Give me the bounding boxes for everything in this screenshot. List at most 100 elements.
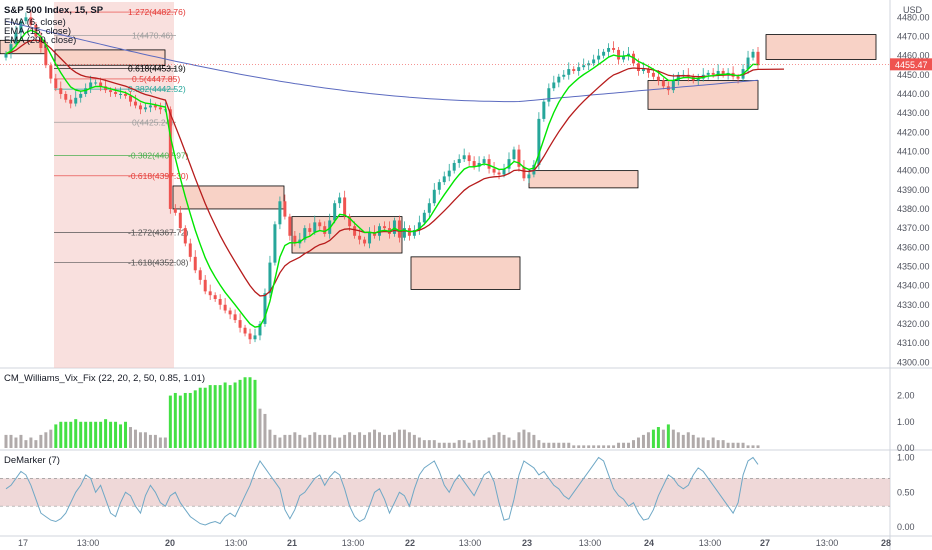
candle-body: [577, 67, 581, 71]
candle-body: [213, 295, 217, 300]
candle-body: [736, 76, 740, 79]
vix-fix-bar: [447, 442, 451, 448]
candle-body: [148, 105, 152, 108]
vix-fix-bar: [666, 424, 670, 448]
time-tick-label: 28: [881, 538, 891, 548]
candle-body: [14, 32, 18, 45]
candle-body: [437, 182, 441, 190]
vix-fix-bar: [731, 442, 735, 448]
vix-fix-bar: [432, 440, 436, 448]
candle-body: [756, 51, 760, 66]
vix-fix-bar: [173, 392, 177, 448]
vix-fix-bar: [19, 434, 23, 448]
vix-fix-bar: [69, 421, 73, 448]
vix-fix-bar: [74, 419, 78, 448]
vix-fix-bar: [756, 445, 760, 448]
candle-body: [562, 74, 566, 77]
vix-fix-bar: [512, 440, 516, 448]
vix-fix-bar: [338, 437, 342, 448]
vix-fix-bar: [119, 424, 123, 448]
price-tick-label: 4470.00: [897, 31, 930, 41]
zone-box: [172, 185, 285, 210]
candle-body: [452, 162, 456, 171]
vix-fix-bar: [333, 437, 337, 448]
price-tick-label: 4390.00: [897, 185, 930, 195]
candle-body: [382, 226, 386, 229]
vix-fix-bar: [44, 432, 48, 448]
candle-body: [622, 55, 626, 60]
candle-body: [746, 57, 750, 70]
vix-fix-bar: [651, 429, 655, 448]
vix-fix-bar: [746, 445, 750, 448]
candle-body: [24, 17, 28, 22]
vix-fix-bar: [382, 434, 386, 448]
candle-body: [64, 93, 68, 100]
candle-body: [612, 47, 616, 50]
candle-body: [402, 228, 406, 238]
time-tick-label: 24: [644, 538, 654, 548]
vix-fix-bar: [148, 434, 152, 448]
price-tick-label: 4300.00: [897, 357, 930, 367]
chart-title: S&P 500 Index, 15, SP: [4, 5, 104, 16]
time-tick-label: 13:00: [816, 538, 839, 548]
vix-fix-bar: [617, 442, 621, 448]
vix-fix-bar: [646, 432, 650, 448]
vix-fix-bar: [298, 434, 302, 448]
candle-body: [537, 118, 541, 165]
vix-fix-bar: [129, 427, 132, 448]
zone-box: [765, 34, 877, 60]
candle-body: [527, 174, 531, 179]
vix-fix-bar: [313, 432, 317, 448]
vix-fix-bar: [457, 440, 461, 448]
vix-fix-bar: [203, 387, 207, 448]
candle-body: [417, 222, 421, 231]
time-tick-label: 13:00: [459, 538, 482, 548]
vix-fix-bar: [671, 429, 675, 448]
vix-fix-bar: [721, 440, 725, 448]
fib-level-label: 0.5(4447.85): [132, 74, 180, 84]
price-pane[interactable]: 1.272(4482.76)1(4470.46)0.618(4453.19)0.…: [0, 2, 890, 368]
demarker-pane[interactable]: [0, 456, 890, 526]
vix-fix-bar: [4, 434, 8, 448]
candle-body: [617, 49, 621, 60]
candle-body: [567, 69, 571, 75]
vix-fix-bar: [378, 432, 382, 448]
vix-fix-bar: [84, 421, 88, 448]
candle-body: [29, 17, 33, 25]
legend: S&P 500 Index, 15, SP EMA (6, close) EMA…: [4, 5, 923, 466]
vix-fix-bar: [552, 442, 556, 448]
candle-body: [293, 235, 297, 244]
candle-body: [188, 243, 192, 257]
vix-fix-bar: [422, 440, 426, 448]
vix-fix-bar: [343, 434, 347, 448]
candle-body: [59, 88, 63, 94]
candle-body: [248, 333, 252, 340]
candle-body: [547, 88, 551, 102]
candle-body: [467, 155, 471, 162]
vix-fix-bar: [452, 442, 456, 448]
vix-fix-bar: [582, 445, 586, 448]
candle-body: [368, 231, 372, 244]
candle-body: [193, 256, 197, 271]
fib-level-label: 0.618(4453.19): [128, 64, 186, 74]
vix-fix-bar: [39, 434, 43, 448]
vix-fix-bar: [293, 432, 297, 448]
candle-body: [442, 176, 446, 183]
vix-fix-bar: [64, 421, 68, 448]
vix-fix-bar: [641, 434, 645, 448]
candle-body: [711, 72, 715, 75]
candle-body: [472, 161, 476, 167]
vix-fix-pane[interactable]: [4, 377, 760, 448]
candle-body: [39, 36, 43, 48]
candle-body: [143, 107, 147, 110]
candle-body: [671, 80, 675, 91]
vix-fix-bar: [597, 445, 601, 448]
vix-fix-bar: [527, 432, 531, 448]
vix-fix-bar: [482, 440, 486, 448]
vix-fix-bar: [138, 432, 142, 448]
vix-fix-bar: [686, 432, 690, 448]
candle-body: [223, 304, 227, 311]
candle-body: [138, 105, 142, 110]
candle-body: [716, 70, 720, 75]
vix-fix-bar: [373, 429, 377, 448]
